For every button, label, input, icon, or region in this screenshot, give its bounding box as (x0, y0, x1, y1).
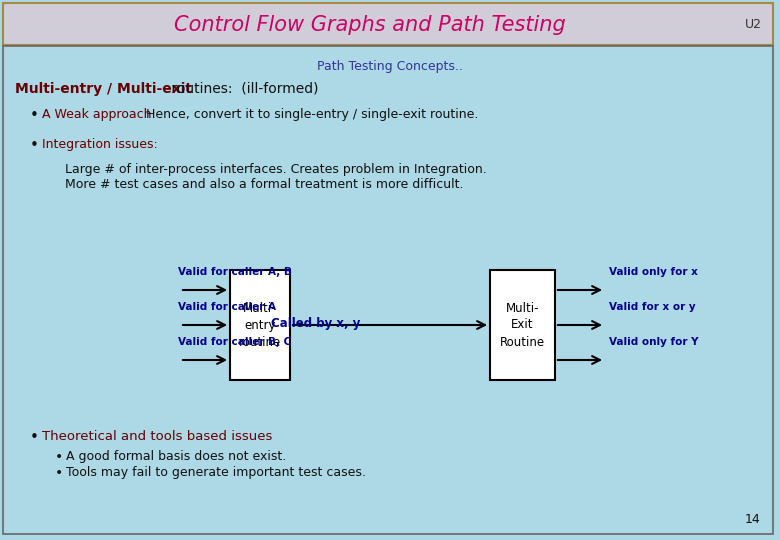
Text: Hence, convert it to single-entry / single-exit routine.: Hence, convert it to single-entry / sing… (130, 108, 478, 121)
Bar (3, 3, 773, 45)
Text: A Weak approach:: A Weak approach: (42, 108, 156, 121)
Text: Valid only for x: Valid only for x (609, 267, 698, 277)
Text: 14: 14 (744, 513, 760, 526)
Text: Valid only for Y: Valid only for Y (609, 337, 699, 347)
Text: Valid for caller A, B: Valid for caller A, B (178, 267, 292, 277)
Text: Integration issues:: Integration issues: (42, 138, 158, 151)
Bar (230, 270, 290, 380)
Bar (490, 270, 555, 380)
Text: •: • (30, 430, 39, 445)
Text: •: • (55, 466, 63, 480)
Text: A good formal basis does not exist.: A good formal basis does not exist. (66, 450, 286, 463)
Text: Control Flow Graphs and Path Testing: Control Flow Graphs and Path Testing (174, 15, 566, 35)
Text: Tools may fail to generate important test cases.: Tools may fail to generate important tes… (66, 466, 366, 479)
Text: Path Testing Concepts..: Path Testing Concepts.. (317, 60, 463, 73)
Text: More # test cases and also a formal treatment is more difficult.: More # test cases and also a formal trea… (65, 178, 463, 191)
Text: Theoretical and tools based issues: Theoretical and tools based issues (42, 430, 272, 443)
Text: U2: U2 (745, 18, 762, 31)
Text: Called by x, y: Called by x, y (271, 316, 360, 329)
Text: Multi-entry / Multi-exit: Multi-entry / Multi-exit (15, 82, 192, 96)
Text: Valid for caller A: Valid for caller A (178, 302, 276, 312)
Text: Valid for x or y: Valid for x or y (609, 302, 696, 312)
Text: Multi-
entry
routine: Multi- entry routine (239, 301, 281, 348)
Text: •: • (30, 108, 39, 123)
Text: •: • (55, 450, 63, 464)
Text: •: • (30, 138, 39, 153)
Text: Large # of inter-process interfaces. Creates problem in Integration.: Large # of inter-process interfaces. Cre… (65, 163, 487, 176)
Text: routines:  (ill-formed): routines: (ill-formed) (167, 82, 318, 96)
Text: Multi-
Exit
Routine: Multi- Exit Routine (500, 301, 545, 348)
Text: Valid for caller B, C: Valid for caller B, C (178, 337, 291, 347)
